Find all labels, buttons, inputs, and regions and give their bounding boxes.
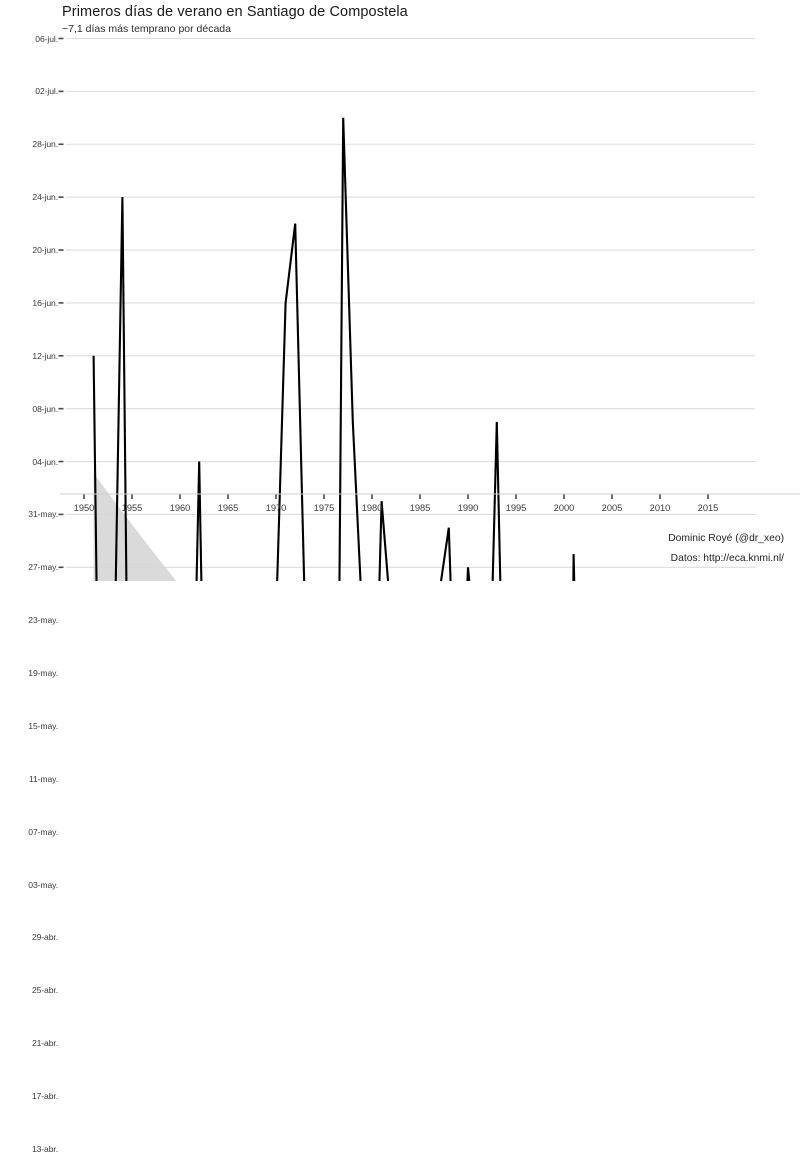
- y-axis-tick-label: 06-jul.: [35, 33, 58, 44]
- x-axis-tick-label: 2015: [697, 503, 719, 513]
- y-axis-ticks: [58, 37, 64, 569]
- confidence-band: [93, 473, 177, 581]
- y-axis-tick-label: 27-may.: [28, 562, 58, 573]
- chart-plot-area: [58, 37, 800, 581]
- y-axis-labels: 06-jul. 02-jul. 28-jun. 24-jun. 20-jun. 16-ju…: [0, 0, 58, 1154]
- author-credit: Dominic Royé (@dr_xeo): [668, 533, 784, 544]
- x-axis-tick-label: 1970: [265, 503, 287, 513]
- y-axis-tick-label: 11-may.: [28, 773, 58, 784]
- x-axis-tick-label: 1995: [505, 503, 527, 513]
- x-axis-tick-label: 1950: [73, 503, 95, 513]
- x-axis-tick-label: 1955: [121, 503, 143, 513]
- y-axis-tick-label: 02-jul.: [35, 86, 58, 97]
- y-axis-tick-label: 07-may.: [28, 826, 58, 837]
- x-axis-tick-label: 2010: [649, 503, 671, 513]
- y-axis-tick-label: 20-jun.: [32, 245, 58, 256]
- y-axis-tick-label: 31-may.: [28, 509, 58, 520]
- x-axis-tick-label: 2000: [553, 503, 575, 513]
- x-axis-tick-label: 1985: [409, 503, 431, 513]
- x-axis-tick-label: 1960: [169, 503, 191, 513]
- y-axis-tick-label: 19-may.: [28, 668, 58, 679]
- y-axis-tick-label: 08-jun.: [32, 403, 58, 414]
- y-axis-tick-label: 23-may.: [28, 615, 58, 626]
- x-axis-tick-label: 1965: [217, 503, 239, 513]
- y-axis-tick-label: 16-jun.: [32, 297, 58, 308]
- y-axis-tick-label: 15-may.: [28, 720, 58, 731]
- y-axis-tick-label: 17-abr.: [31, 1091, 58, 1102]
- y-axis-tick-label: 24-jun.: [32, 192, 58, 203]
- y-axis-tick-label: 03-may.: [28, 879, 58, 890]
- x-axis-tick-label: 1980: [361, 503, 383, 513]
- chart-subtitle: −7,1 días más temprano por década: [62, 23, 231, 35]
- y-axis-tick-label: 13-abr.: [31, 1143, 58, 1154]
- gridlines: [66, 37, 755, 568]
- y-axis-tick-label: 12-jun.: [32, 350, 58, 361]
- y-axis-tick-label: 21-abr.: [31, 1038, 58, 1049]
- x-axis-tick-label: 1990: [457, 503, 479, 513]
- x-axis-ticks: [83, 494, 709, 499]
- chart-title: Primeros días de verano en Santiago de C…: [62, 4, 408, 20]
- x-axis-tick-label: 1975: [313, 503, 335, 513]
- y-axis-tick-label: 28-jun.: [32, 139, 58, 150]
- data-source-credit: Datos: http://eca.knmi.nl/: [670, 553, 784, 564]
- y-axis-tick-label: 25-abr.: [31, 985, 58, 996]
- y-axis-tick-label: 04-jun.: [32, 456, 58, 467]
- y-axis-tick-label: 29-abr.: [31, 932, 58, 943]
- x-axis-tick-label: 2005: [601, 503, 623, 513]
